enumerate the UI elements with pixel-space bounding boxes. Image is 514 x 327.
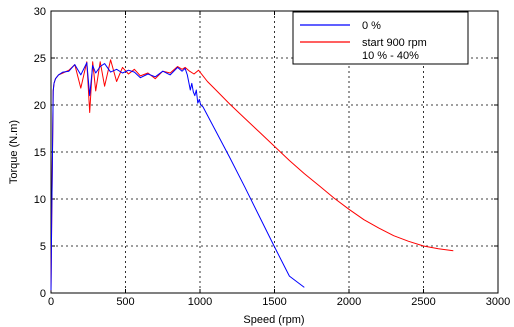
x-tick-label: 3000 [486, 296, 510, 308]
x-tick-label: 0 [48, 296, 54, 308]
legend-label-1-line-1: start 900 rpm [362, 37, 427, 49]
x-tick-label: 1500 [262, 296, 286, 308]
legend-label-1-line-2: 10 % - 40% [362, 50, 419, 62]
legend-label-0: 0 % [362, 20, 381, 32]
y-axis-label: Torque (N.m) [8, 120, 20, 184]
y-tick-label: 5 [40, 241, 46, 253]
x-tick-label: 2500 [411, 296, 435, 308]
y-tick-label: 20 [34, 100, 46, 112]
x-tick-label: 1000 [188, 296, 212, 308]
y-tick-label: 0 [40, 288, 46, 300]
series-line-0 [50, 62, 305, 291]
y-tick-label: 10 [34, 194, 46, 206]
x-tick-label: 500 [116, 296, 134, 308]
series-layer [50, 59, 454, 291]
x-tick-label: 2000 [337, 296, 361, 308]
y-tick-label: 30 [34, 6, 46, 18]
x-axis-label: Speed (rpm) [243, 314, 304, 326]
y-tick-label: 25 [34, 53, 46, 65]
legend-label-1: start 900 rpm 10 % - 40% [362, 37, 430, 62]
legend: 0 % start 900 rpm 10 % - 40% [292, 11, 469, 65]
y-tick-label: 15 [34, 147, 46, 159]
legend-box [292, 11, 469, 65]
